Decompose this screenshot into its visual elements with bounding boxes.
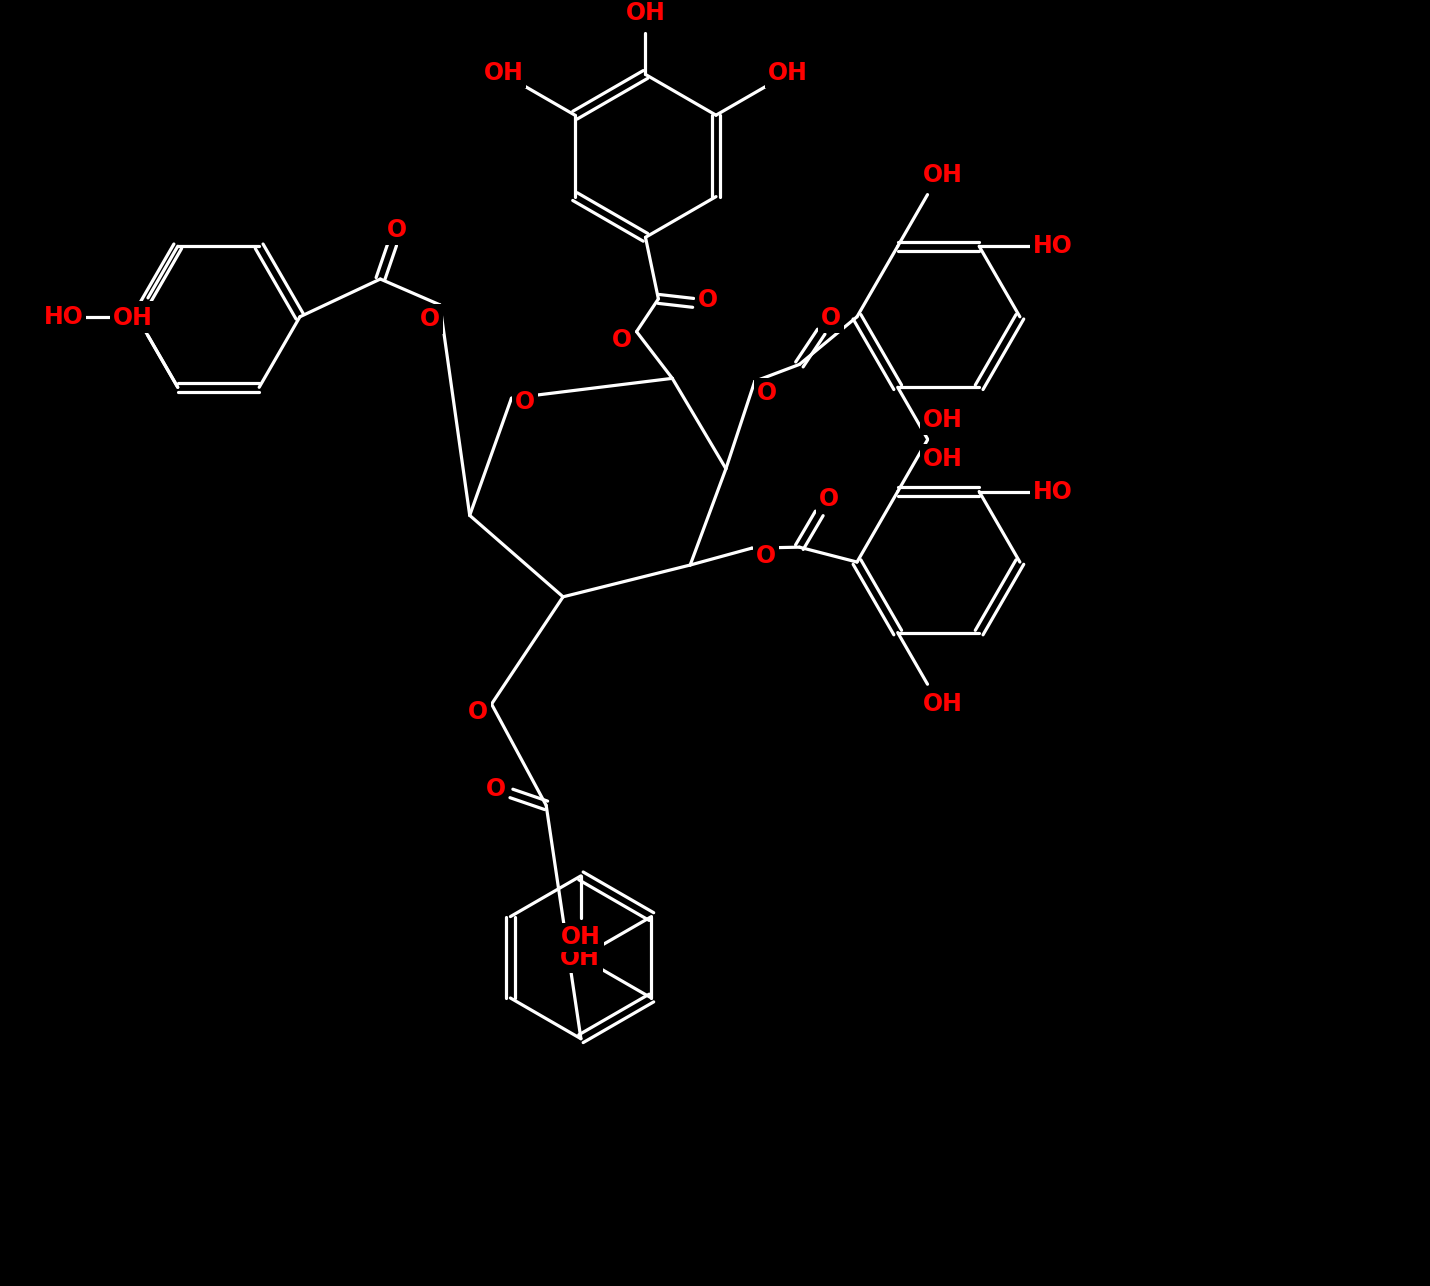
Text: OH: OH (561, 926, 601, 949)
Text: OH: OH (922, 163, 962, 186)
Text: O: O (755, 544, 775, 568)
Text: O: O (420, 307, 440, 331)
Text: O: O (821, 306, 841, 329)
Text: OH: OH (113, 306, 153, 329)
Text: OH: OH (113, 303, 153, 328)
Text: O: O (515, 390, 535, 414)
Text: O: O (388, 219, 408, 242)
Text: OH: OH (561, 946, 601, 971)
Text: HO: HO (561, 944, 601, 968)
Text: OH: OH (922, 446, 962, 471)
Text: OH: OH (922, 692, 962, 716)
Text: O: O (468, 700, 488, 724)
Text: HO: HO (1032, 480, 1072, 504)
Text: OH: OH (768, 62, 808, 85)
Text: HO: HO (43, 305, 83, 329)
Text: O: O (612, 328, 632, 351)
Text: O: O (756, 381, 776, 405)
Text: OH: OH (922, 408, 962, 432)
Text: OH: OH (483, 62, 523, 85)
Text: OH: OH (625, 1, 665, 24)
Text: O: O (698, 288, 718, 312)
Text: O: O (819, 487, 839, 512)
Text: O: O (485, 778, 506, 801)
Text: HO: HO (1032, 234, 1072, 258)
